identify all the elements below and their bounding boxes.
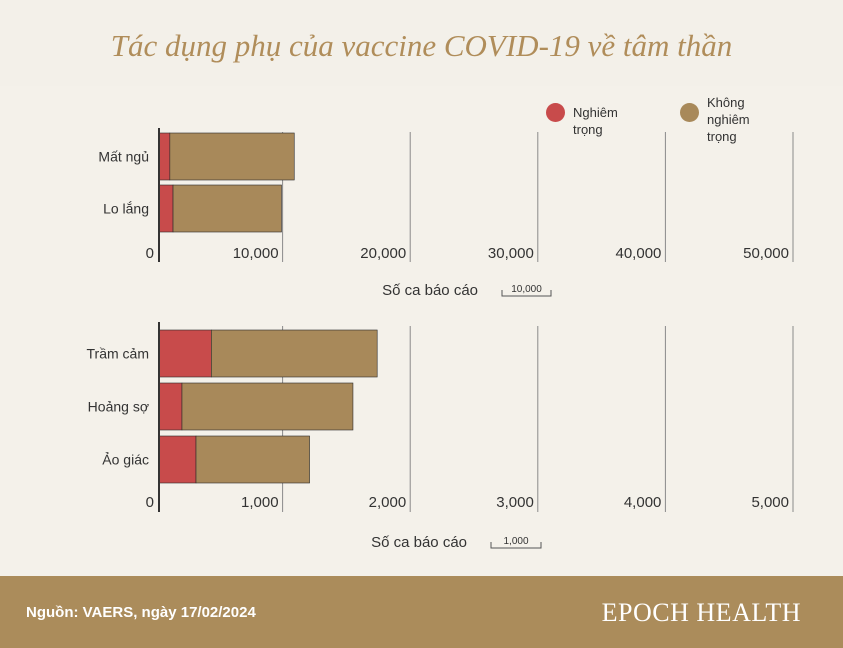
chart-title: Tác dụng phụ của vaccine COVID-19 về tâm… bbox=[110, 28, 733, 63]
bar-mat-ngu-nghiem-trong bbox=[158, 132, 171, 181]
legend-label-non-serious-line2: nghiêm trọng bbox=[707, 112, 750, 144]
bar-tram-cam-khong-nghiem-trong bbox=[211, 329, 378, 378]
scale-label: 1,000 bbox=[503, 536, 528, 547]
chart-panel bbox=[0, 86, 843, 576]
legend-label-non-serious: Không nghiêm trọng bbox=[707, 94, 750, 145]
x-tick-label: 40,000 bbox=[616, 245, 662, 262]
bar-ao-giac-nghiem-trong bbox=[158, 435, 197, 484]
charts-svg: Mất ngủ Lo lắng 0 10,000 20,000 30,000 40,000 5… bbox=[87, 128, 794, 551]
category-label: Ảo giác bbox=[102, 452, 149, 468]
x-tick-label: 0 bbox=[146, 245, 154, 262]
bar-lo-lang-khong-nghiem-trong bbox=[172, 184, 282, 233]
legend-item-non-serious: Không nghiêm trọng bbox=[680, 94, 750, 145]
x-tick-label: 4,000 bbox=[624, 494, 662, 511]
bar-hoang-so-nghiem-trong bbox=[158, 382, 183, 431]
category-label: Lo lắng bbox=[103, 201, 149, 217]
category-label: Mất ngủ bbox=[98, 149, 149, 165]
source-text: Nguồn: VAERS, ngày 17/02/2024 bbox=[26, 604, 256, 621]
x-tick-label: 0 bbox=[146, 494, 154, 511]
category-label: Hoảng sợ bbox=[88, 399, 149, 415]
scale-label: 10,000 bbox=[511, 284, 542, 295]
x-tick-label: 2,000 bbox=[369, 494, 407, 511]
chart-1: Mất ngủ Lo lắng 0 10,000 20,000 30,000 40,000 5… bbox=[98, 128, 794, 299]
x-tick-label: 20,000 bbox=[360, 245, 406, 262]
scale-bracket bbox=[501, 290, 552, 297]
x-axis-title: Số ca báo cáo bbox=[382, 282, 478, 299]
x-tick-label: 3,000 bbox=[496, 494, 534, 511]
bar-lo-lang-nghiem-trong bbox=[158, 184, 174, 233]
x-tick-label: 10,000 bbox=[233, 245, 279, 262]
x-axis-title: Số ca báo cáo bbox=[371, 534, 467, 551]
x-tick-label: 30,000 bbox=[488, 245, 534, 262]
x-tick-label: 5,000 bbox=[751, 494, 789, 511]
bar-ao-giac-khong-nghiem-trong bbox=[195, 435, 310, 484]
footer: Nguồn: VAERS, ngày 17/02/2024 EPOCH HEAL… bbox=[0, 576, 843, 648]
legend-swatch-serious bbox=[546, 103, 565, 122]
legend-label-serious: Nghiêm trọng bbox=[573, 105, 618, 137]
legend-label-non-serious-line1: Không bbox=[707, 95, 745, 110]
category-label: Trầm cảm bbox=[87, 346, 149, 362]
bar-mat-ngu-khong-nghiem-trong bbox=[169, 132, 295, 181]
bar-tram-cam-nghiem-trong bbox=[158, 329, 212, 378]
brand-logo: EPOCH HEALTH bbox=[601, 598, 801, 627]
bar-hoang-so-khong-nghiem-trong bbox=[181, 382, 354, 431]
chart-2: Trầm cảm Hoảng sợ Ảo giác 0 1,000 2,000 3,000 4… bbox=[87, 322, 794, 551]
x-tick-label: 1,000 bbox=[241, 494, 279, 511]
scale-bracket bbox=[490, 542, 542, 549]
x-tick-label: 50,000 bbox=[743, 245, 789, 262]
legend-item-serious: Nghiêm trọng bbox=[546, 94, 618, 138]
legend-swatch-non-serious bbox=[680, 103, 699, 122]
